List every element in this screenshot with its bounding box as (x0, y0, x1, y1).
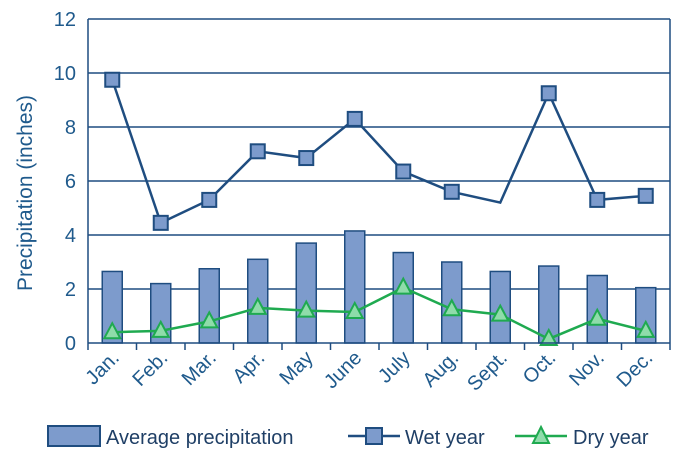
wet-year-point-1 (152, 214, 169, 231)
dry-year-point-3 (248, 296, 268, 315)
x-tick-label-6: July (374, 347, 415, 388)
dry-year-point-11 (636, 319, 656, 338)
bar-4 (295, 242, 317, 344)
x-tick-label-2: Mar. (178, 347, 221, 390)
y-tick-label-10: 10 (54, 63, 76, 85)
wet-year-point-4 (298, 150, 315, 167)
y-axis-label: Precipitation (inches) (14, 95, 37, 291)
dry-year-point-7 (442, 298, 462, 317)
y-tick-label-8: 8 (65, 117, 76, 139)
wet-year-point-11 (637, 187, 654, 204)
dry-year-line (112, 286, 647, 341)
y-tick-label-2: 2 (65, 279, 76, 301)
x-tick-label-1: Feb. (128, 347, 172, 391)
bar-2 (198, 268, 220, 344)
wet-year-point-5 (346, 110, 363, 127)
gridlines (88, 18, 670, 290)
wet-year-point-6 (395, 163, 412, 180)
wet-year-point-9 (540, 85, 557, 102)
x-tick-label-10: Nov. (565, 347, 609, 391)
dry-year-point-1 (151, 319, 171, 338)
x-tick-label-5: June (320, 347, 366, 393)
x-tick-label-0: Jan. (81, 347, 123, 389)
legend-dry-label: Dry year (573, 427, 649, 449)
dry-year-point-5 (345, 300, 365, 319)
dry-year-series (102, 276, 656, 346)
legend-dry-marker (531, 424, 551, 444)
dry-year-point-8 (490, 303, 510, 322)
y-tick-label-6: 6 (65, 171, 76, 193)
legend: Average precipitation Wet year Dry year (47, 424, 649, 449)
wet-year-point-2 (201, 191, 218, 208)
x-tick-label-4: May (276, 347, 318, 389)
bar-6 (392, 251, 414, 344)
dry-year-point-0 (102, 321, 122, 340)
wet-year-point-0 (104, 71, 121, 88)
dry-year-point-2 (199, 310, 219, 329)
dry-year-point-6 (393, 276, 413, 295)
legend-wet-marker (365, 427, 383, 445)
x-tick-label-3: Apr. (229, 347, 270, 388)
legend-average-label: Average precipitation (106, 427, 294, 449)
wet-year-point-7 (443, 183, 460, 200)
y-tick-label-0: 0 (65, 333, 76, 355)
wet-year-series (104, 71, 654, 231)
wet-year-point-10 (589, 191, 606, 208)
x-tick-label-7: Aug. (419, 347, 464, 392)
dry-year-point-10 (587, 307, 607, 326)
y-tick-label-4: 4 (65, 225, 76, 247)
wet-year-point-3 (249, 143, 266, 160)
y-tick-label-12: 12 (54, 9, 76, 31)
legend-wet-label: Wet year (405, 427, 485, 449)
x-tick-label-9: Oct. (519, 347, 560, 388)
dry-year-point-4 (296, 299, 316, 318)
bar-5 (344, 230, 366, 344)
x-tick-label-11: Dec. (613, 347, 658, 392)
legend-bar-swatch (47, 425, 101, 447)
dry-year-point-9 (539, 327, 559, 346)
x-tick-label-8: Sept. (463, 347, 512, 396)
wet-year-line (111, 79, 646, 225)
